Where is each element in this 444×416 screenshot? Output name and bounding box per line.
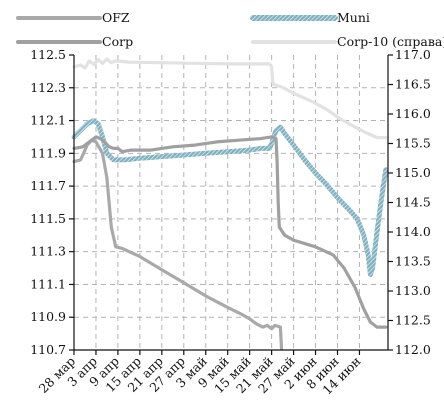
right-tick-label: 112.5	[395, 313, 431, 328]
legend-label-corp: Corp	[102, 34, 133, 49]
legend-label-muni: Muni	[337, 10, 370, 25]
left-tick-label: 112.3	[30, 80, 66, 95]
series-layer	[71, 57, 389, 350]
left-tick-label: 111.3	[30, 244, 66, 259]
series-line-muni	[71, 118, 389, 278]
left-tick-label: 111.1	[30, 276, 66, 291]
right-tick-label: 115.5	[395, 136, 431, 151]
left-tick-label: 110.9	[30, 309, 66, 324]
left-tick-label: 112.5	[30, 47, 66, 62]
right-tick-label: 114.5	[395, 195, 431, 210]
legend: OFZ Muni Corp Corp-10 (справа)	[16, 10, 444, 49]
series-line-ofz	[72, 138, 284, 350]
left-tick-label: 111.5	[30, 211, 66, 226]
right-axis-ticks: 117.0 116.5 116.0 115.5 115.0 114.5 114.0 113.5…	[395, 47, 431, 357]
left-axis-ticks: 112.5 112.3 112.1 111.9 111.7 111.5 111.3 111.1…	[30, 47, 66, 357]
axes	[69, 54, 393, 355]
grid	[74, 55, 388, 350]
left-tick-label: 111.9	[30, 145, 66, 160]
series-line-corp-10-справа	[72, 57, 388, 140]
left-tick-label: 110.7	[30, 342, 66, 357]
right-tick-label: 116.0	[395, 106, 431, 121]
right-tick-label: 115.0	[395, 165, 431, 180]
legend-label-ofz: OFZ	[102, 10, 130, 25]
left-tick-label: 112.1	[30, 113, 66, 128]
left-tick-label: 111.7	[30, 178, 66, 193]
right-tick-label: 117.0	[395, 47, 431, 62]
right-tick-label: 116.5	[395, 77, 431, 92]
legend-label-corp-10-справа: Corp-10 (справа)	[337, 34, 444, 49]
series-line-corp	[72, 135, 388, 329]
right-tick-label: 113.0	[395, 283, 431, 298]
right-tick-label: 112.0	[395, 342, 431, 357]
right-tick-label: 114.0	[395, 224, 431, 239]
right-tick-label: 113.5	[395, 254, 431, 269]
